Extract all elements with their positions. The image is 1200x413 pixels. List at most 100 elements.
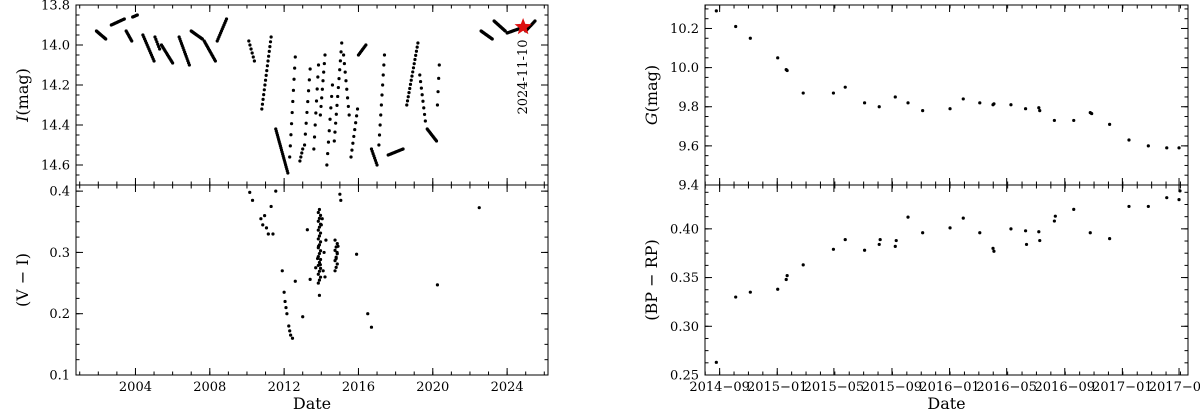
data-point <box>308 277 312 281</box>
y-tick-label: 0.2 <box>49 307 70 322</box>
data-point <box>290 336 295 340</box>
data-point <box>318 240 323 244</box>
data-point <box>318 213 323 217</box>
data-point <box>249 47 253 51</box>
data-point <box>347 113 351 117</box>
data-point <box>375 163 379 167</box>
data-point <box>434 139 439 143</box>
data-point <box>408 86 412 91</box>
data-point <box>263 83 267 87</box>
x-axis-label: Date <box>293 394 331 413</box>
data-point <box>305 110 309 115</box>
data-point <box>862 101 867 105</box>
plot-frame <box>704 184 1189 376</box>
y-tick-label: 0.1 <box>49 369 70 384</box>
x-tick-label: 2017−01 <box>1092 380 1153 395</box>
data-point <box>155 40 159 44</box>
data-point <box>318 257 323 262</box>
data-point <box>437 63 441 67</box>
data-point <box>213 59 217 63</box>
y-tick-label: 0.35 <box>670 271 699 286</box>
data-point <box>316 228 320 232</box>
data-point <box>354 114 359 118</box>
data-point <box>1037 230 1041 234</box>
data-point <box>308 67 312 71</box>
data-point <box>1178 189 1182 193</box>
data-point <box>785 274 789 278</box>
plot-frame <box>704 4 1189 186</box>
data-point <box>316 219 320 223</box>
data-point <box>323 275 327 279</box>
data-point <box>262 93 266 97</box>
data-point <box>260 102 265 106</box>
data-point <box>260 107 264 111</box>
data-point <box>352 134 356 139</box>
y-tick-label: 14.2 <box>41 79 70 94</box>
y-tick-label: 9.8 <box>678 100 699 115</box>
data-point <box>335 103 339 107</box>
data-point <box>350 148 354 152</box>
data-point <box>405 103 409 107</box>
data-point <box>289 122 294 126</box>
data-point <box>418 73 422 77</box>
data-point <box>293 66 297 70</box>
chart-right-top: 9.4 9.6 9.8 10.0 10.2 G(mag) <box>642 4 1189 194</box>
data-point <box>414 49 419 53</box>
data-point <box>862 248 867 252</box>
data-point <box>407 91 411 95</box>
data-point <box>1038 238 1042 243</box>
data-point <box>306 99 310 104</box>
data-point <box>354 121 358 125</box>
data-point <box>158 47 162 51</box>
data-point <box>843 237 847 242</box>
data-point <box>304 121 308 125</box>
data-point <box>1024 242 1029 247</box>
data-point <box>843 85 847 89</box>
data-point <box>156 42 160 46</box>
data-point <box>338 68 342 72</box>
data-point <box>320 217 324 221</box>
data-point <box>251 55 255 59</box>
data-point <box>301 147 305 151</box>
data-point <box>714 360 718 364</box>
data-point <box>334 112 338 116</box>
highlight-star-marker <box>514 18 532 35</box>
y-tick-label: 0.4 <box>49 185 70 200</box>
data-point <box>187 63 191 67</box>
data-point <box>1072 207 1076 211</box>
data-point <box>437 76 441 80</box>
data-point <box>317 252 322 256</box>
data-point <box>418 79 423 84</box>
data-point <box>382 53 387 57</box>
x-tick-label: 2020 <box>416 380 449 395</box>
data-point <box>333 130 337 134</box>
data-point <box>831 247 836 251</box>
data-point <box>317 234 322 238</box>
data-point <box>269 35 273 39</box>
data-point <box>171 61 175 65</box>
data-point <box>316 254 320 259</box>
data-point <box>289 133 293 137</box>
data-point <box>877 105 881 109</box>
data-point <box>287 324 291 328</box>
data-point <box>377 143 381 147</box>
data-point <box>776 56 780 60</box>
data-point <box>784 277 788 282</box>
data-point <box>292 77 296 81</box>
x-tick-label: 2024 <box>491 380 524 395</box>
data-point <box>906 215 910 219</box>
data-point <box>714 9 718 13</box>
data-point <box>282 290 286 294</box>
data-point <box>314 99 319 103</box>
data-point <box>312 147 316 151</box>
x-tick-label: 2012 <box>268 380 301 395</box>
data-point <box>263 214 267 218</box>
data-point <box>316 246 320 250</box>
data-point <box>332 139 336 143</box>
data-point <box>325 163 329 167</box>
plot-frame <box>75 184 549 376</box>
data-point <box>318 266 323 270</box>
data-point <box>893 95 897 99</box>
data-point <box>326 140 331 144</box>
data-point <box>264 226 269 230</box>
